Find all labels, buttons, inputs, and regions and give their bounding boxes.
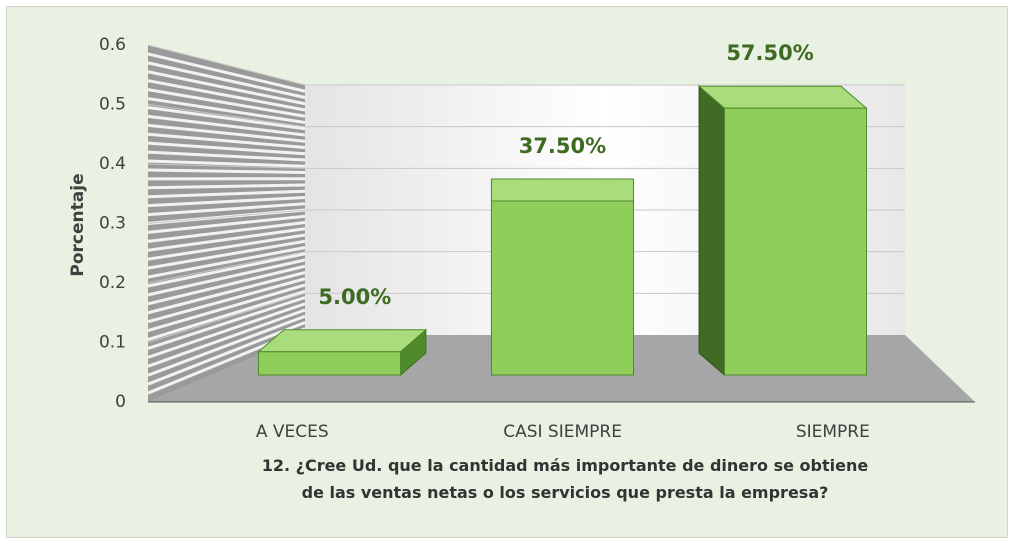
stripe [147, 252, 306, 288]
bar-top [257, 329, 428, 353]
stripe [147, 105, 306, 131]
stripe [147, 183, 306, 190]
stripe [147, 258, 306, 297]
y-tick-label: 0.1 [99, 333, 126, 353]
stripe [147, 150, 306, 162]
y-tick-label: 0.4 [99, 154, 126, 174]
bar-top [697, 85, 868, 109]
bar-side [698, 85, 725, 377]
y-tick-label: 0.5 [99, 95, 126, 115]
x-tick-label: A VECES [256, 422, 329, 442]
stripe [147, 314, 306, 377]
x-tick-label: SIEMPRE [796, 422, 870, 442]
grid-line [147, 44, 905, 86]
stripe [147, 296, 306, 350]
stripe [147, 123, 306, 143]
value-label: 57.50% [726, 41, 813, 65]
stripe [147, 264, 306, 306]
stripe [147, 308, 306, 368]
y-tick-label: 0.2 [99, 273, 126, 293]
x-axis-title: 12. ¿Cree Ud. que la cantidad más import… [261, 456, 869, 502]
bar [257, 328, 428, 377]
value-label: 5.00% [318, 285, 391, 309]
stripe [147, 214, 306, 234]
stripe [147, 196, 306, 208]
stripe [147, 61, 306, 99]
stripe [147, 141, 306, 156]
bar [697, 85, 868, 377]
stripe [147, 70, 306, 106]
bar-front [491, 200, 634, 376]
y-tick-label: 0 [115, 392, 126, 412]
stripe [147, 168, 306, 174]
stripe [147, 321, 306, 386]
stripe [147, 97, 306, 124]
y-tick-label: 0.6 [99, 35, 126, 55]
stripe [147, 202, 306, 217]
stripe [147, 233, 306, 261]
y-tick-label: 0.3 [99, 214, 126, 234]
bar-top [490, 178, 635, 202]
stripe [147, 302, 306, 359]
stripe [147, 239, 306, 270]
stripe [147, 221, 306, 243]
stripe [147, 88, 306, 118]
stripe [147, 159, 306, 168]
value-label: 37.50% [519, 134, 606, 158]
side-wall-stripes [147, 52, 306, 395]
stripe [147, 289, 306, 341]
stripe [147, 79, 306, 112]
stripe [147, 189, 306, 199]
y-axis-title: Porcentaje [68, 173, 88, 276]
stripe [147, 246, 306, 279]
bar [490, 178, 635, 376]
x-tick-label: CASI SIEMPRE [503, 422, 622, 442]
bar-front [724, 107, 867, 376]
stripe [147, 271, 306, 315]
stripe [147, 132, 306, 149]
stripe [147, 227, 306, 252]
stripe [147, 52, 306, 93]
bar-front [258, 351, 401, 376]
stripe [147, 277, 306, 324]
stripe [147, 283, 306, 333]
stripe [147, 114, 306, 137]
